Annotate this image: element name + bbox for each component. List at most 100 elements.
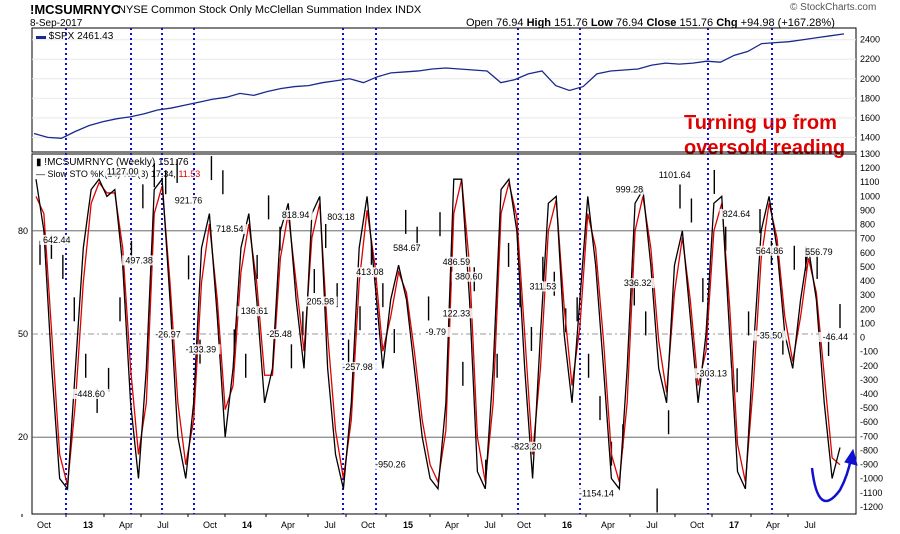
lower-y-tick-label: -400 xyxy=(860,389,878,399)
lower-y-tick-label: 600 xyxy=(860,248,875,258)
upper-y-tick-label: 1800 xyxy=(860,93,880,103)
value-label-bg xyxy=(150,329,185,340)
value-label: 413.08 xyxy=(356,267,384,277)
lower-y-tick-label: 800 xyxy=(860,220,875,230)
exchange-text: INDX xyxy=(394,4,422,16)
lower-y-tick-label: -100 xyxy=(860,347,878,357)
chg-value: +94.98 (+167.28%) xyxy=(740,17,835,29)
lower-y-tick-label: 900 xyxy=(860,205,875,215)
value-label-bg xyxy=(818,332,853,343)
spx-line xyxy=(33,33,845,139)
lower-y-tick-label: -1000 xyxy=(860,474,883,484)
value-label: 497.38 xyxy=(125,255,153,265)
upper-y-tick-label: 1400 xyxy=(860,132,880,142)
value-label-bg xyxy=(719,209,754,220)
x-tick-label: Oct xyxy=(361,520,376,530)
x-tick-label: Jul xyxy=(484,520,496,530)
low-label: Low xyxy=(590,17,613,29)
upper-y-tick-label: 2000 xyxy=(860,74,880,84)
upper-y-tick-label: 2400 xyxy=(860,35,880,45)
x-tick-label: Apr xyxy=(601,520,615,530)
x-tick-label: Oct xyxy=(203,520,218,530)
stoch-level-label: 20 xyxy=(18,432,28,442)
value-label-bg xyxy=(439,308,474,319)
value-label-bg xyxy=(122,255,157,266)
value-label-bg xyxy=(103,166,143,177)
summation-legend: ▮ !MCSUMRNYC (Weekly) 151.76 xyxy=(36,157,189,168)
watermark: © StockCharts.com xyxy=(790,2,877,13)
value-label: -448.60 xyxy=(74,389,105,399)
lower-y-tick-label: 1000 xyxy=(860,191,880,201)
lower-y-tick-label: 0 xyxy=(860,333,865,343)
value-label: 642.44 xyxy=(43,235,71,245)
value-label-bg xyxy=(278,209,313,220)
value-label: 584.67 xyxy=(393,243,421,253)
value-label: -26.97 xyxy=(155,329,181,339)
x-tick-label: Oct xyxy=(37,520,52,530)
value-label: 136.61 xyxy=(241,306,269,316)
value-label-bg xyxy=(525,281,560,292)
value-label: 380.60 xyxy=(455,272,483,282)
lower-y-tick-label: -700 xyxy=(860,431,878,441)
value-label-bg xyxy=(352,267,387,278)
x-tick-label: Jul xyxy=(324,520,336,530)
value-label-bg xyxy=(612,184,647,195)
lower-y-tick-label: 500 xyxy=(860,262,875,272)
stoch-legend-text: Slow STO %K(14) %D(3) xyxy=(47,169,149,179)
value-label-bg xyxy=(39,234,74,245)
value-label: -257.98 xyxy=(342,362,373,372)
high-label: High xyxy=(526,17,552,29)
value-label-bg xyxy=(451,271,486,282)
x-tick-label: Apr xyxy=(119,520,133,530)
turn-arrow xyxy=(810,457,853,503)
lower-y-tick-label: 300 xyxy=(860,290,875,300)
x-tick-label: Apr xyxy=(445,520,459,530)
value-label: 486.59 xyxy=(443,257,471,267)
value-label: 803.18 xyxy=(327,212,355,222)
lower-y-tick-label: -800 xyxy=(860,445,878,455)
lower-y-tick-label: -300 xyxy=(860,375,878,385)
value-label: -46.44 xyxy=(823,332,849,342)
spx-legend: ▬ $SPX 2461.43 xyxy=(36,31,113,42)
value-label-bg xyxy=(574,488,619,499)
value-label-bg xyxy=(389,242,424,253)
value-label-bg xyxy=(506,441,546,452)
value-label: -303.13 xyxy=(697,368,728,378)
bar-legend-icon: ▮ xyxy=(36,157,42,168)
lower-y-tick-label: 400 xyxy=(860,276,875,286)
value-label-bg xyxy=(752,330,787,341)
value-label-bg xyxy=(324,212,358,223)
value-label-bg xyxy=(212,224,247,235)
k-legend-icon: — xyxy=(36,169,45,179)
value-label: -9.79 xyxy=(426,327,447,337)
lower-y-tick-label: -900 xyxy=(860,460,878,470)
x-tick-label: 14 xyxy=(242,520,252,530)
stoch-d-value: 11.53 xyxy=(178,169,201,179)
upper-y-tick-label: 2200 xyxy=(860,54,880,64)
x-tick-label: 17 xyxy=(729,520,739,530)
value-label: 718.54 xyxy=(216,224,244,234)
spx-legend-icon: ▬ xyxy=(36,31,46,42)
x-tick-label: 16 xyxy=(562,520,572,530)
value-label-bg xyxy=(262,329,297,340)
lower-y-tick-label: -600 xyxy=(860,417,878,427)
value-label: 336.32 xyxy=(624,278,652,288)
value-label: -133.39 xyxy=(186,344,217,354)
summation-legend-text: !MCSUMRNYC (Weekly) 151.76 xyxy=(44,157,189,168)
value-label-bg xyxy=(439,256,474,267)
symbol-title: !MCSUMRNYC xyxy=(30,2,121,17)
x-tick-label: Oct xyxy=(517,520,532,530)
value-label: -25.48 xyxy=(266,329,292,339)
low-value: 76.94 xyxy=(615,17,644,29)
x-tick-label: 13 xyxy=(83,520,93,530)
x-tick-label: Oct xyxy=(690,520,705,530)
chg-label: Chg xyxy=(716,17,738,29)
value-label-bg xyxy=(70,388,110,399)
value-label: 1127.00 xyxy=(107,166,139,176)
upper-panel-frame xyxy=(31,27,857,153)
lower-y-tick-label: 1300 xyxy=(860,149,880,159)
stoch-level-label: 80 xyxy=(18,226,28,236)
open-value: 76.94 xyxy=(495,17,524,29)
value-label-bg xyxy=(801,246,836,257)
